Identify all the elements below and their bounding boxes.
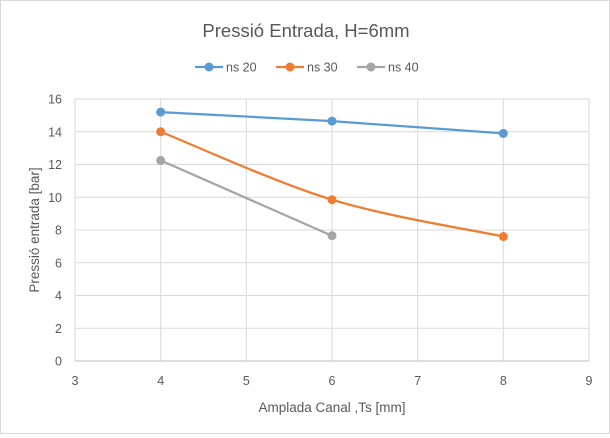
data-point — [327, 231, 337, 241]
x-tick-label: 7 — [414, 374, 421, 388]
y-tick-label: 10 — [48, 191, 62, 205]
series-line — [160, 159, 333, 237]
y-tick-label: 4 — [55, 289, 62, 303]
tick-labels: 0 2 4 6 8 10 12 14 16 3 4 5 6 7 8 9 — [48, 93, 592, 389]
x-tick-label: 8 — [500, 374, 507, 388]
series-ns-20 — [156, 107, 508, 138]
legend-item: ns 30 — [276, 61, 338, 75]
data-point — [327, 195, 337, 205]
x-axis-label: Amplada Canal ,Ts [mm] — [258, 400, 405, 415]
series-group — [156, 107, 508, 242]
x-tick-label: 9 — [586, 374, 593, 388]
grid — [74, 98, 590, 362]
data-point — [156, 127, 166, 137]
data-point — [156, 155, 166, 165]
y-tick-label: 12 — [48, 158, 62, 172]
legend-label: ns 30 — [307, 61, 338, 75]
series-ns-40 — [156, 155, 337, 241]
legend-marker — [366, 62, 376, 72]
series-ns-30 — [156, 127, 508, 242]
legend-item: ns 40 — [357, 61, 419, 75]
data-point — [498, 128, 508, 138]
legend-label: ns 20 — [226, 61, 257, 75]
x-tick-label: 4 — [157, 374, 164, 388]
chart-title: Pressió Entrada, H=6mm — [202, 20, 409, 41]
x-tick-label: 5 — [243, 374, 250, 388]
legend: ns 20 ns 30 ns 40 — [195, 61, 419, 75]
y-tick-label: 6 — [55, 256, 62, 270]
legend-marker — [285, 62, 295, 72]
y-tick-label: 8 — [55, 224, 62, 238]
data-point — [327, 116, 337, 126]
legend-item: ns 20 — [195, 61, 257, 75]
data-point — [498, 232, 508, 242]
x-tick-label: 3 — [72, 374, 79, 388]
y-tick-label: 2 — [55, 322, 62, 336]
y-axis-label: Pressió entrada [bar] — [27, 167, 42, 292]
x-tick-label: 6 — [329, 374, 336, 388]
y-tick-label: 16 — [48, 93, 62, 107]
y-tick-label: 14 — [48, 125, 62, 139]
legend-label: ns 40 — [388, 61, 419, 75]
data-point — [156, 107, 166, 117]
legend-marker — [204, 62, 214, 72]
y-tick-label: 0 — [55, 355, 62, 369]
